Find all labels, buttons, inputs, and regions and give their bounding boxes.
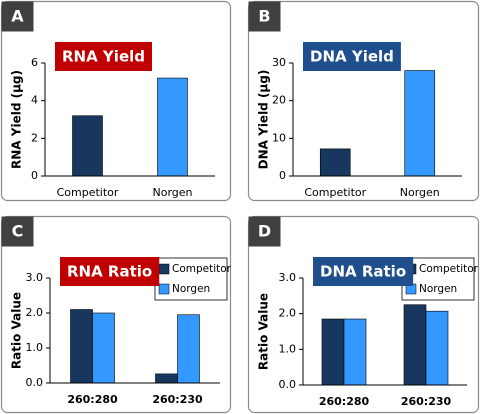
panel: D Ratio Value 0.0 1.0 2.0 3.0 Competitor Norgen…: [247, 215, 480, 414]
y-tick-label: 6: [31, 56, 38, 69]
panel-tag-box: [1, 216, 34, 247]
legend-label: Competitor: [419, 263, 479, 275]
x-tick-label: 260:230: [152, 393, 203, 406]
bar: [319, 148, 351, 177]
panel-tag-box: [248, 216, 281, 247]
y-tick-label: 2.0: [26, 306, 44, 319]
bar: [343, 318, 367, 386]
y-tick-label: 4: [31, 94, 38, 107]
legend-swatch: [158, 263, 170, 275]
y-axis-label: Ratio Value: [257, 293, 271, 370]
bar: [70, 309, 93, 384]
x-tick-label: Competitor: [57, 186, 119, 199]
y-tick-label: 3.0: [26, 271, 44, 284]
x-tick-label: Competitor: [304, 186, 366, 199]
bar: [321, 318, 345, 386]
chart-title: RNA Ratio: [67, 263, 152, 281]
x-tick-label: 260:280: [67, 393, 118, 406]
x-tick-label: Norgen: [400, 186, 440, 199]
y-tick-label: 2.0: [279, 307, 297, 320]
y-tick-label: 20: [272, 94, 286, 107]
bar: [404, 70, 436, 177]
legend-label: Norgen: [419, 283, 457, 295]
legend-swatch: [158, 283, 170, 295]
chart-title: DNA Ratio: [320, 263, 406, 281]
y-axis-label: RNA Yield (µg): [10, 70, 24, 169]
y-tick-label: 3.0: [279, 271, 297, 284]
bar: [425, 310, 449, 386]
y-tick-label: 0.0: [279, 378, 297, 391]
x-tick-label: 260:230: [401, 395, 452, 408]
bar: [72, 115, 103, 177]
panel-tag: D: [258, 222, 271, 241]
title-box: [313, 257, 414, 286]
x-tick-label: Norgen: [152, 186, 192, 199]
y-tick-label: 0.0: [26, 376, 44, 389]
bar: [155, 373, 178, 384]
panel: A RNA Yield (µg) 0 2 4 6 Competitor Norgen RNA Y…: [0, 0, 232, 202]
legend-label: Competitor: [172, 263, 232, 275]
chart-title: RNA Yield: [62, 48, 145, 66]
title-box: [60, 257, 160, 286]
y-tick-label: 1.0: [279, 342, 297, 355]
y-tick-label: 1.0: [26, 341, 44, 354]
legend-label: Norgen: [172, 283, 210, 295]
y-axis-label: Ratio Value: [10, 292, 24, 369]
y-tick-label: 0: [31, 169, 38, 182]
panel-tag: C: [12, 222, 24, 241]
panel-tag-box: [1, 1, 34, 32]
y-tick-label: 0: [279, 169, 286, 182]
bar: [157, 77, 188, 177]
title-box: [55, 42, 152, 71]
bar: [92, 312, 115, 384]
bar: [403, 304, 427, 386]
y-axis-label: DNA Yield (µg): [257, 70, 271, 170]
panel-tag-box: [248, 1, 281, 32]
panel-tag: B: [258, 7, 270, 26]
x-tick-label: 260:280: [319, 395, 370, 408]
y-tick-label: 2: [31, 131, 38, 144]
y-tick-label: 30: [272, 56, 286, 69]
chart-title: DNA Yield: [310, 48, 394, 66]
bar: [177, 314, 200, 384]
panel: B DNA Yield (µg) 0 10 20 30 Competitor Norgen DN…: [247, 0, 480, 202]
y-tick-label: 10: [272, 131, 286, 144]
title-box: [303, 42, 401, 71]
panel-tag: A: [11, 7, 24, 26]
